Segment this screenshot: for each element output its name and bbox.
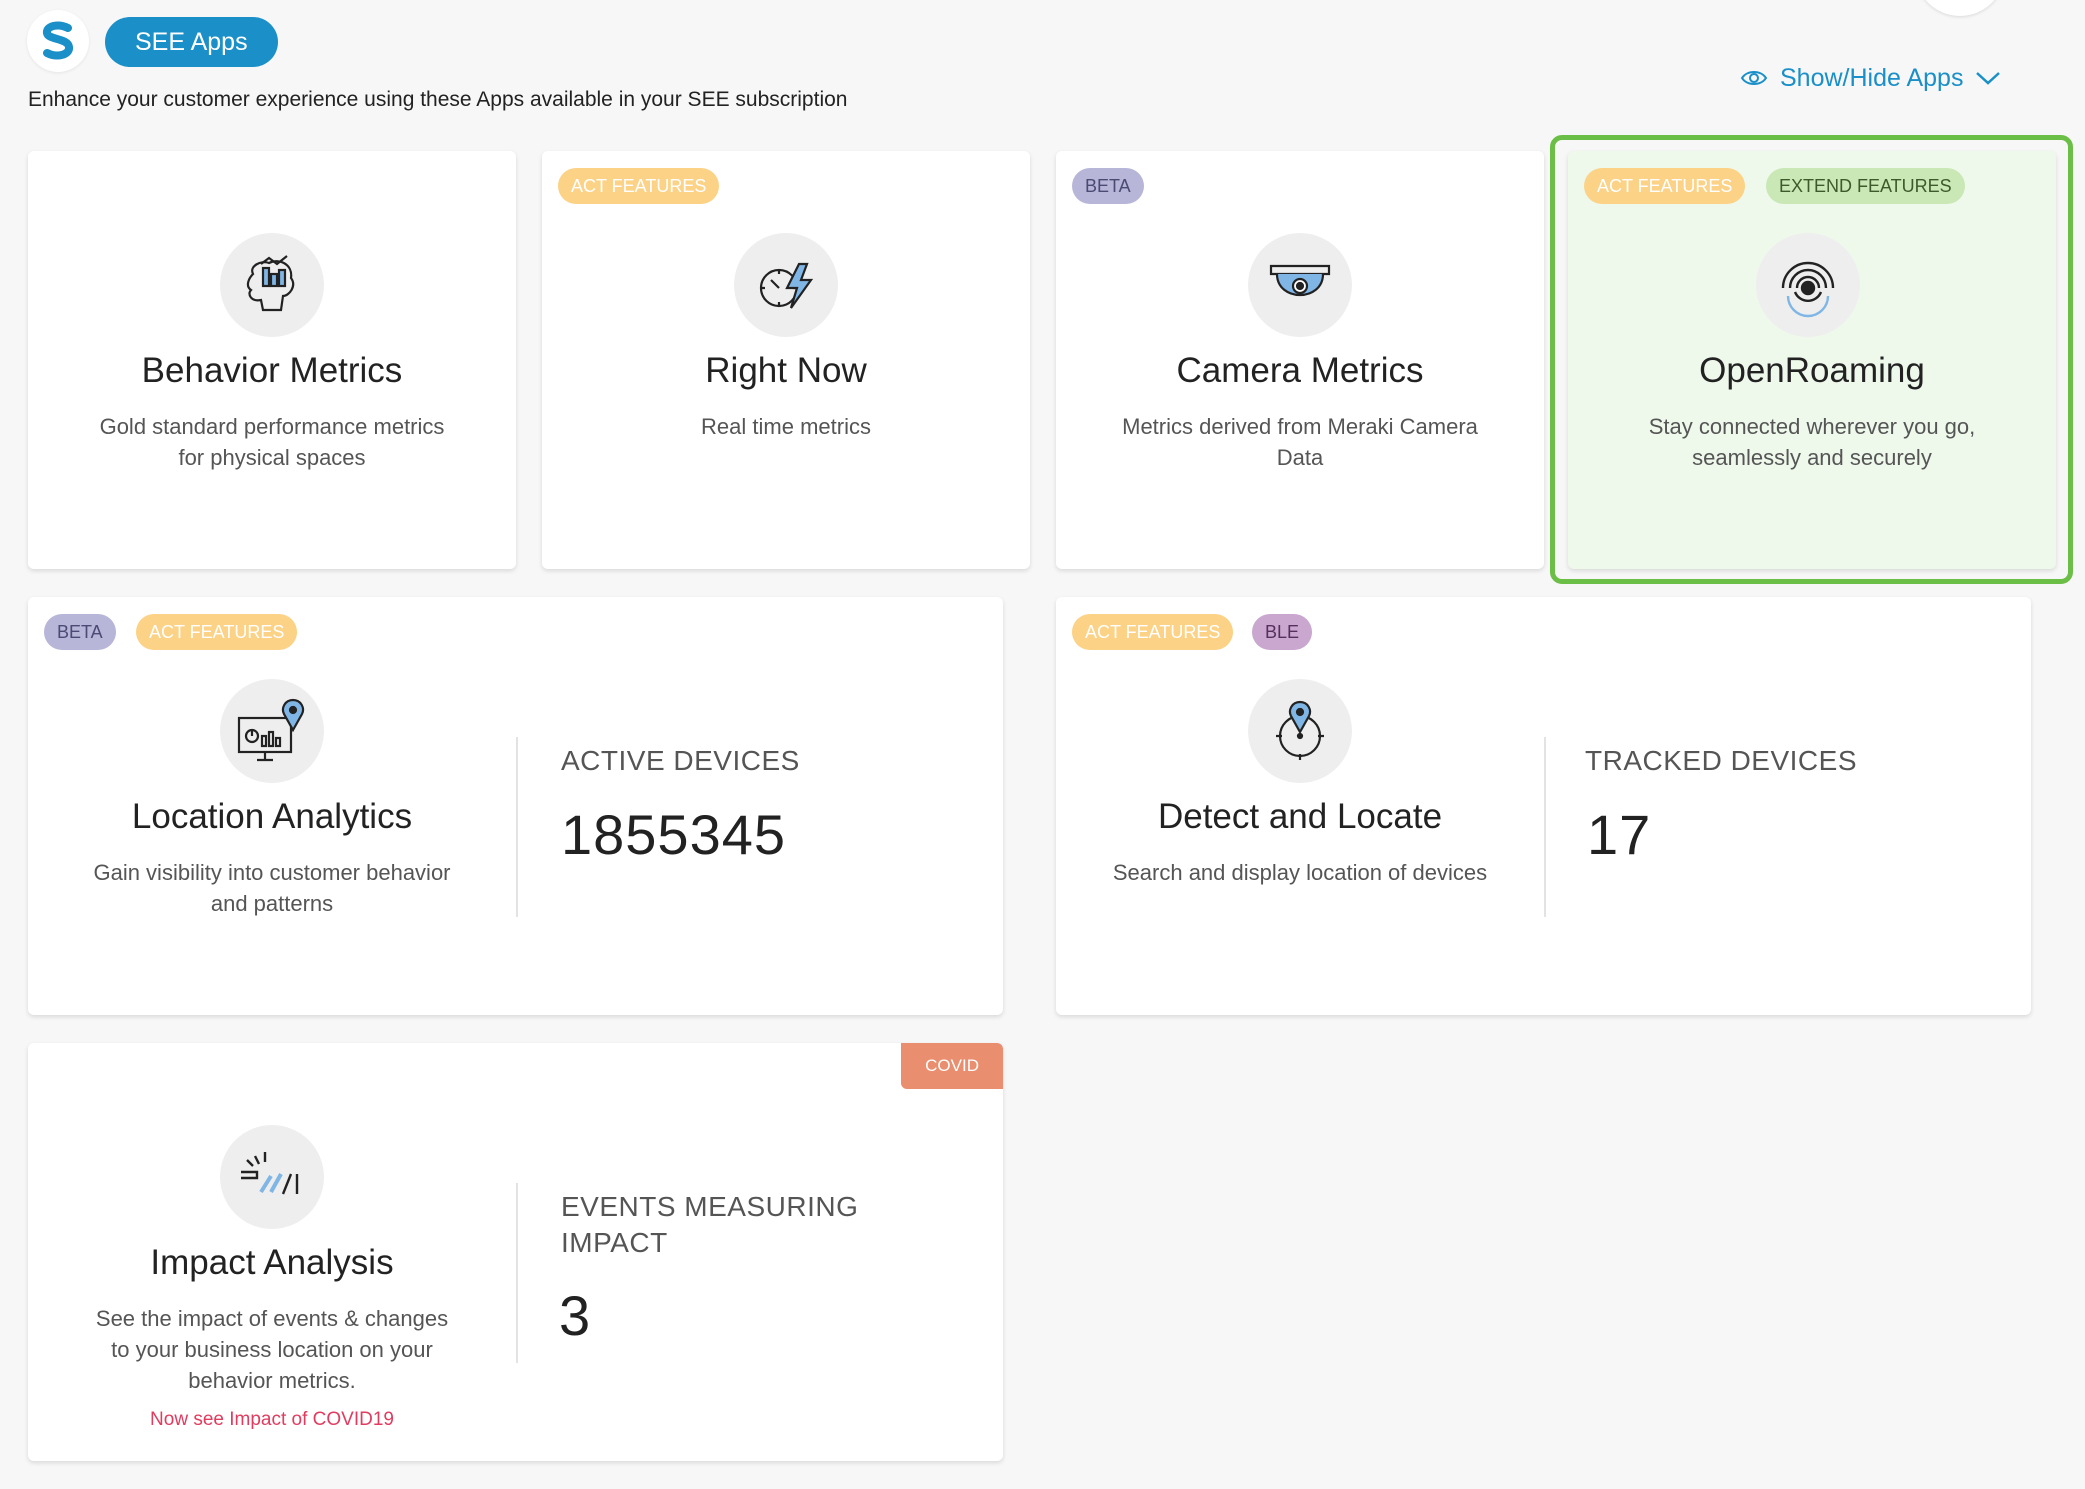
metric-divider [516,1183,518,1363]
show-hide-apps-label: Show/Hide Apps [1780,63,1964,92]
act-features-badge: ACT FEATURES [136,614,298,650]
wireless-signal-icon [1781,261,1835,318]
dome-camera-icon [1269,264,1331,296]
page-subtitle: Enhance your customer experience using t… [28,88,848,111]
camera-description: Metrics derived from Meraki Camera Data [1056,411,1544,473]
behavior-desc-line2: for physical spaces [178,445,366,470]
see-apps-button[interactable]: SEE Apps [105,17,278,67]
ble-badge: BLE [1252,614,1313,650]
behavior-icon-circle [220,233,324,337]
camera-desc-line1: Metrics derived from Meraki Camera [1122,414,1478,439]
location-desc-line2: and patterns [210,891,334,916]
impact-desc-line1: See the impact of events & changes [95,1306,449,1331]
app-card-camera-metrics[interactable]: BETA Camera Metrics Metrics derived from… [1056,151,1544,569]
impact-desc-line3: behavior metrics. [188,1368,356,1393]
user-avatar[interactable] [1915,0,2005,16]
app-logo[interactable] [27,10,89,72]
location-desc-line1: Gain visibility into customer behavior [93,860,451,885]
camera-desc-line2: Data [1276,445,1324,470]
tracked-devices-value: 17 [1587,803,1652,866]
openroaming-highlight-frame [1550,135,2073,584]
openroaming-icon-circle [1756,233,1860,337]
right-now-description: Real time metrics [542,411,1030,442]
right-now-desc-line1: Real time metrics [701,414,871,439]
metric-divider [1544,737,1546,917]
act-features-badge: ACT FEATURES [1072,614,1234,650]
metric-divider [516,737,518,917]
crosshair-pin-icon [1276,700,1324,760]
app-card-openroaming[interactable]: ACT FEATURES EXTEND FEATURES OpenRoaming… [1568,151,2056,569]
active-devices-value: 1855345 [561,803,787,866]
tracked-devices-label: TRACKED DEVICES [1585,745,1857,776]
active-devices-label: ACTIVE DEVICES [561,745,800,776]
app-card-behavior-metrics[interactable]: Behavior Metrics Gold standard performan… [28,151,516,569]
events-measuring-impact-value: 3 [559,1284,592,1347]
impact-desc-line2: to your business location on your [111,1337,433,1362]
act-features-badge: ACT FEATURES [1584,168,1746,204]
location-icon-circle [220,679,324,783]
right-now-icon-circle [734,233,838,337]
location-title: Location Analytics [131,797,413,836]
events-measuring-impact-label: EVENTS MEASURING IMPACT [561,1189,858,1261]
extend-features-badge: EXTEND FEATURES [1766,168,1965,204]
chevron-down-icon [1976,72,2001,85]
app-card-right-now[interactable]: ACT FEATURES Right Now Real time metrics [542,151,1030,569]
beta-badge: BETA [44,614,116,650]
events-label-line2: IMPACT [561,1227,668,1258]
right-now-title: Right Now [705,351,867,390]
behavior-desc-line1: Gold standard performance metrics [99,414,445,439]
impact-bars-icon [241,1152,299,1195]
openroaming-desc-line1: Stay connected wherever you go, [1648,414,1976,439]
impact-icon-circle [220,1125,324,1229]
brain-chart-icon [246,255,295,312]
detect-title: Detect and Locate [1157,797,1443,836]
events-label-line1: EVENTS MEASURING [561,1191,859,1222]
beta-badge: BETA [1072,168,1144,204]
show-hide-apps-toggle[interactable]: Show/Hide Apps [1740,60,2001,96]
detect-desc-line1: Search and display location of devices [1112,860,1488,885]
camera-title: Camera Metrics [1176,351,1424,390]
camera-icon-circle [1248,233,1352,337]
openroaming-title: OpenRoaming [1699,351,1925,390]
detect-icon-circle [1248,679,1352,783]
impact-title: Impact Analysis [150,1243,394,1282]
app-card-location-analytics[interactable]: BETA ACT FEATURES Location Analytics Gai… [28,597,1003,1015]
app-card-detect-and-locate[interactable]: ACT FEATURES BLE Detect and Locate Searc… [1056,597,2031,1015]
openroaming-description: Stay connected wherever you go, seamless… [1568,411,2056,473]
openroaming-desc-line2: seamlessly and securely [1692,445,1932,470]
clock-bolt-icon [759,262,814,309]
monitor-pin-icon [237,698,305,762]
behavior-title: Behavior Metrics [141,351,403,390]
app-card-impact-analysis[interactable]: COVID Impact Analysis See the impact of … [28,1043,1003,1461]
eye-icon [1740,71,1768,85]
behavior-description: Gold standard performance metrics for ph… [28,411,516,473]
act-features-badge: ACT FEATURES [558,168,720,204]
impact-description: See the impact of events & changes to yo… [28,1303,516,1396]
covid-badge: COVID [901,1043,1003,1089]
detect-description: Search and display location of devices [1056,857,1544,888]
location-description: Gain visibility into customer behavior a… [28,857,516,919]
see-logo-icon [43,21,73,60]
covid-impact-link[interactable]: Now see Impact of COVID19 [150,1409,394,1430]
